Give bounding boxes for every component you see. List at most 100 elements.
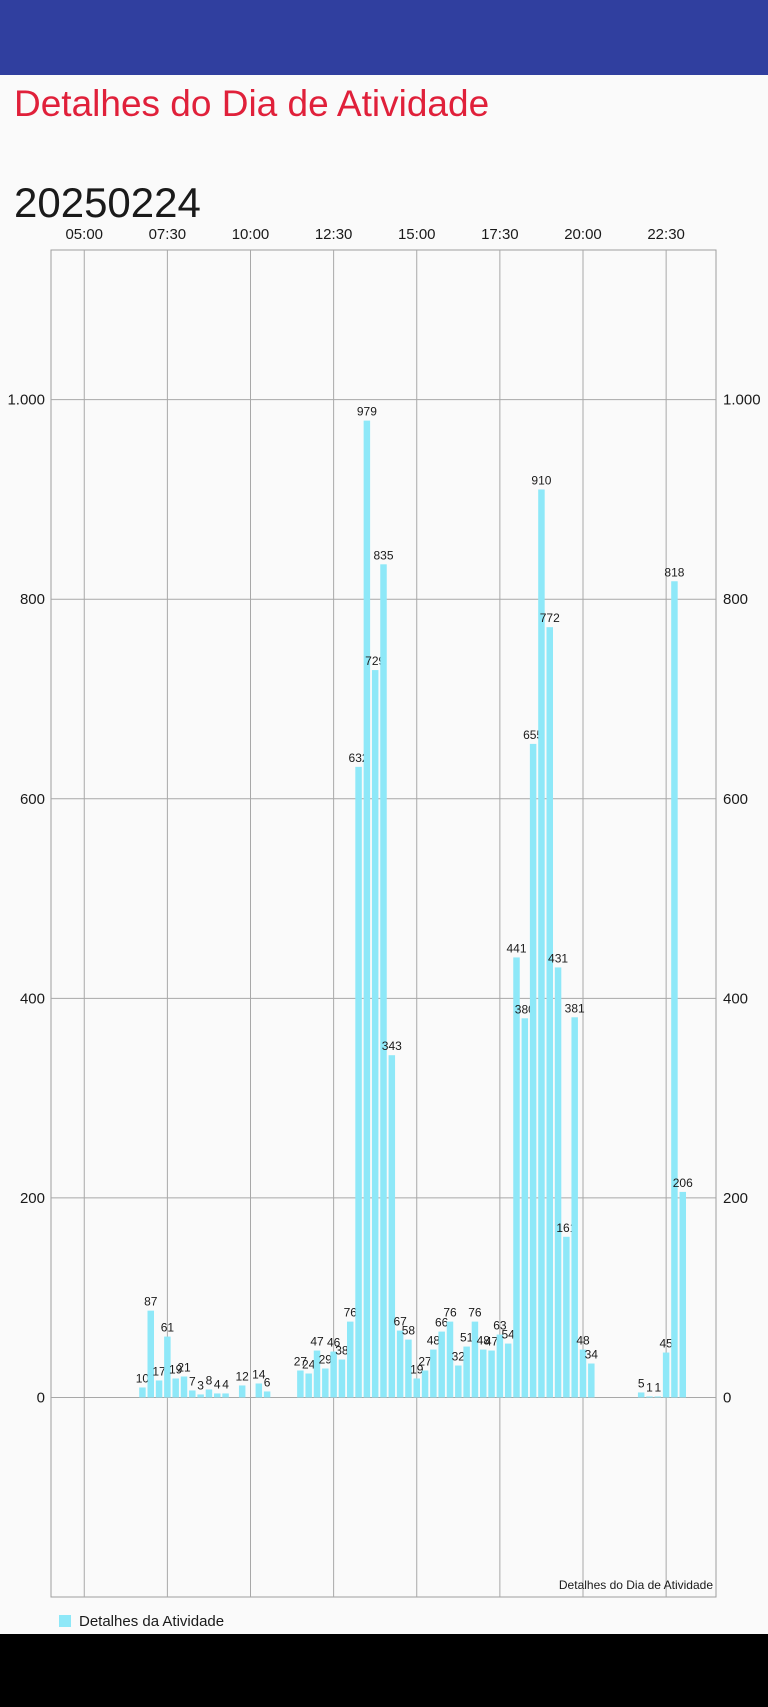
bar-value-label: 63 <box>493 1319 507 1333</box>
y-tick-label-left: 800 <box>20 591 45 608</box>
bar <box>538 489 545 1398</box>
bar <box>338 1359 346 1398</box>
bar-value-label: 46 <box>327 1336 341 1350</box>
bar <box>421 1370 429 1398</box>
bar <box>197 1394 204 1398</box>
bar-value-label: 27 <box>418 1355 432 1369</box>
bar-value-label: 3 <box>197 1378 204 1392</box>
bar-value-label: 8 <box>206 1373 213 1387</box>
y-tick-label-right: 600 <box>723 791 748 808</box>
bar-value-label: 17 <box>152 1364 166 1378</box>
bar-value-label: 87 <box>144 1295 158 1309</box>
bar-value-label: 4 <box>214 1377 221 1391</box>
bar-value-label: 1 <box>654 1380 661 1394</box>
bar <box>164 1336 171 1398</box>
bar-value-label: 10 <box>136 1371 150 1385</box>
x-tick-label: 17:30 <box>481 226 519 243</box>
bar <box>654 1396 662 1398</box>
bar <box>155 1380 163 1398</box>
y-tick-label-right: 400 <box>723 990 748 1007</box>
bar-value-label: 979 <box>357 405 377 419</box>
bar <box>563 1236 570 1398</box>
bar <box>180 1376 188 1398</box>
bar-value-label: 6 <box>264 1375 271 1389</box>
bar-value-label: 51 <box>460 1331 474 1345</box>
bar <box>139 1387 146 1398</box>
bar <box>430 1349 437 1398</box>
app-bar <box>0 0 768 75</box>
bar <box>637 1392 645 1398</box>
y-tick-label-right: 0 <box>723 1389 731 1406</box>
bar-value-label: 381 <box>565 1001 585 1015</box>
bar-value-label: 19 <box>169 1362 183 1376</box>
bar-value-label: 343 <box>382 1039 402 1053</box>
bar-value-label: 61 <box>161 1321 175 1335</box>
bar <box>438 1331 445 1398</box>
bar <box>521 1018 529 1398</box>
bar <box>330 1351 337 1398</box>
bar <box>471 1321 479 1398</box>
y-tick-label-right: 200 <box>723 1190 748 1207</box>
bar-value-label: 835 <box>373 548 393 562</box>
bar <box>446 1321 454 1398</box>
bar <box>255 1383 263 1398</box>
bar-value-label: 818 <box>664 565 684 579</box>
bar-value-label: 206 <box>673 1176 693 1190</box>
x-tick-label: 20:00 <box>564 226 602 243</box>
bar <box>172 1378 179 1398</box>
bar-value-label: 45 <box>659 1337 673 1351</box>
bar-value-label: 772 <box>540 611 560 625</box>
bar <box>504 1343 512 1398</box>
bar-value-label: 12 <box>236 1369 250 1383</box>
bar <box>588 1363 595 1398</box>
x-tick-label: 22:30 <box>647 226 685 243</box>
bar <box>380 564 387 1398</box>
bar <box>396 1330 404 1398</box>
bar <box>263 1391 271 1398</box>
bar-value-label: 48 <box>427 1334 441 1348</box>
bar-value-label: 47 <box>310 1335 324 1349</box>
bar <box>579 1349 587 1398</box>
bar-value-label: 1 <box>646 1380 653 1394</box>
bar-value-label: 58 <box>402 1324 416 1338</box>
bar-value-label: 4 <box>222 1377 229 1391</box>
plot-border <box>50 249 717 1598</box>
bar <box>413 1378 420 1398</box>
bar <box>371 670 379 1398</box>
y-tick-label-left: 200 <box>20 1190 45 1207</box>
bar <box>189 1390 196 1398</box>
bar <box>305 1373 312 1398</box>
bar <box>554 967 562 1398</box>
bar <box>679 1191 686 1398</box>
bar <box>546 627 553 1398</box>
bar <box>222 1393 229 1398</box>
bar-value-label: 29 <box>319 1353 333 1367</box>
bar <box>671 581 678 1398</box>
bar-value-label: 34 <box>585 1348 599 1362</box>
activity-date: 20250224 <box>14 179 201 226</box>
bar <box>297 1370 304 1398</box>
bar-value-label: 431 <box>548 951 568 965</box>
y-tick-label-left: 1.000 <box>7 392 45 409</box>
bar-value-label: 27 <box>294 1355 308 1369</box>
bar <box>480 1349 487 1398</box>
bar-value-label: 76 <box>468 1306 482 1320</box>
bar <box>571 1017 578 1398</box>
bar <box>388 1055 396 1398</box>
page-title: Detalhes do Dia de Atividade <box>14 83 490 124</box>
chart-description: Detalhes do Dia de Atividade <box>559 1578 713 1592</box>
y-tick-label-left: 400 <box>20 990 45 1007</box>
y-tick-label-left: 600 <box>20 791 45 808</box>
bar-value-label: 910 <box>531 473 551 487</box>
bar <box>529 743 537 1398</box>
x-tick-label: 10:00 <box>232 226 270 243</box>
bar <box>496 1334 504 1398</box>
bar <box>214 1393 221 1398</box>
bar <box>205 1389 213 1398</box>
x-tick-label: 05:00 <box>65 226 103 243</box>
legend-swatch <box>59 1615 71 1627</box>
bar-value-label: 14 <box>252 1367 266 1381</box>
bar-value-label: 54 <box>502 1328 516 1342</box>
y-tick-label-left: 0 <box>37 1389 45 1406</box>
bar <box>147 1310 154 1398</box>
